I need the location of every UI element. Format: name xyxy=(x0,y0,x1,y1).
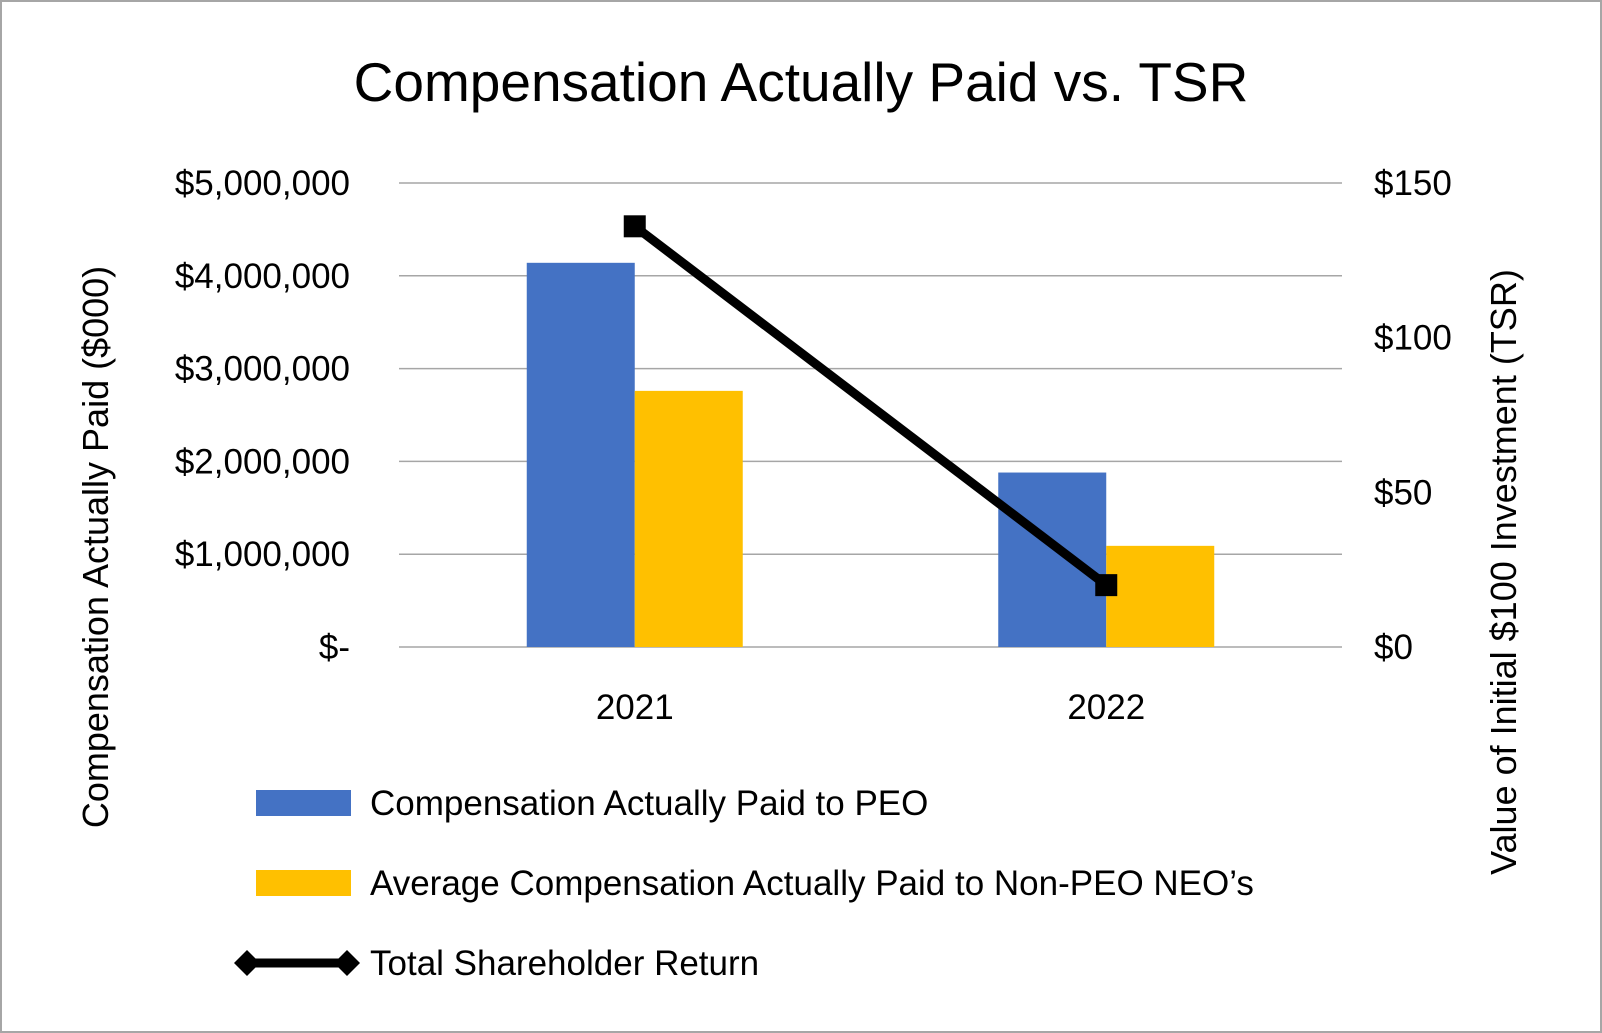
legend-label-peo: Compensation Actually Paid to PEO xyxy=(370,784,928,823)
legend-tsr-marker-left xyxy=(234,950,260,976)
bars xyxy=(526,262,1215,647)
left-tick-label: $- xyxy=(319,628,350,667)
right-tick-label: $150 xyxy=(1374,164,1452,203)
tsr-point-2021 xyxy=(623,215,646,238)
right-tick-label: $50 xyxy=(1374,473,1432,512)
right-tick-label: $100 xyxy=(1374,319,1452,358)
left-tick-label: $5,000,000 xyxy=(175,164,350,203)
tsr-line-layer xyxy=(623,215,1118,597)
bar-non-peo-neo-2022 xyxy=(1106,545,1215,647)
legend: Compensation Actually Paid to PEO Averag… xyxy=(234,784,1254,983)
right-axis-ticks: $0 $50 $100 $150 xyxy=(1374,164,1452,667)
legend-tsr-marker-right xyxy=(334,950,360,976)
legend-label-non-peo-neo: Average Compensation Actually Paid to No… xyxy=(370,864,1254,903)
bar-peo-2022 xyxy=(998,472,1107,647)
left-axis-ticks: $- $1,000,000 $2,000,000 $3,000,000 $4,000,0… xyxy=(175,164,350,667)
left-tick-label: $3,000,000 xyxy=(175,350,350,389)
left-tick-label: $4,000,000 xyxy=(175,257,350,296)
x-tick-label-2021: 2021 xyxy=(596,688,674,727)
tsr-line xyxy=(632,222,1109,589)
legend-swatch-non-peo-neo xyxy=(256,870,351,896)
chart-title: Compensation Actually Paid vs. TSR xyxy=(354,51,1249,113)
left-tick-label: $2,000,000 xyxy=(175,442,350,481)
legend-label-tsr: Total Shareholder Return xyxy=(370,944,759,983)
left-tick-label: $1,000,000 xyxy=(175,535,350,574)
tsr-point-2022 xyxy=(1095,574,1118,597)
left-axis-title: Compensation Actually Paid ($000) xyxy=(75,266,116,828)
bar-non-peo-neo-2021 xyxy=(634,390,743,647)
x-axis-ticks: 2021 2022 xyxy=(596,688,1145,727)
right-axis-title: Value of Initial $100 Investment (TSR) xyxy=(1483,269,1524,875)
x-tick-label-2022: 2022 xyxy=(1067,688,1145,727)
right-tick-label: $0 xyxy=(1374,628,1413,667)
bar-peo-2021 xyxy=(526,262,635,647)
legend-swatch-peo xyxy=(256,790,351,816)
